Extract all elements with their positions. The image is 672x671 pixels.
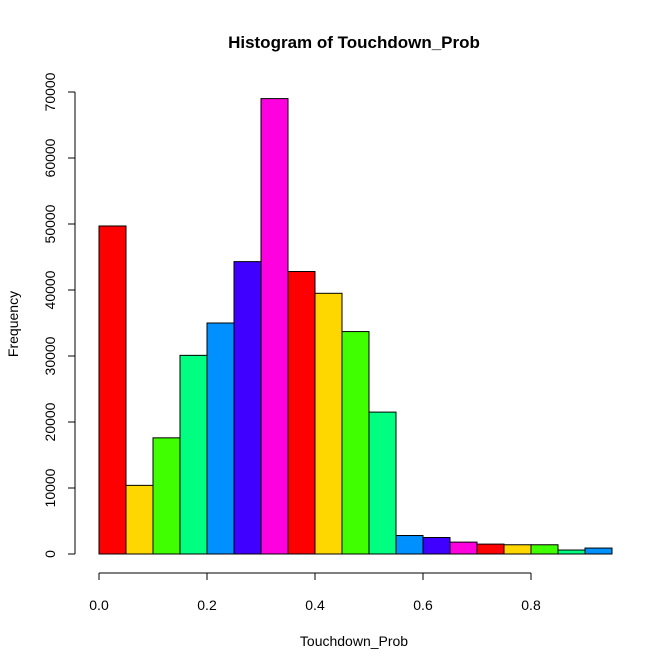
histogram-bar <box>125 484 154 555</box>
histogram-bar <box>98 225 127 555</box>
histogram-bar <box>395 535 424 555</box>
histogram-bar <box>179 354 208 555</box>
bars-group <box>98 98 613 555</box>
x-tick-label: 0.0 <box>89 597 109 613</box>
chart-title: Histogram of Touchdown_Prob <box>228 33 480 52</box>
x-tick-label: 0.2 <box>197 597 217 613</box>
histogram-bar <box>341 331 370 555</box>
x-tick-label: 0.4 <box>305 597 325 613</box>
y-axis: 0 10000 20000 30000 40000 50000 60000 70000 <box>42 72 76 558</box>
histogram-bar <box>584 547 613 555</box>
histogram-bar <box>260 98 289 555</box>
y-tick-label: 20000 <box>42 402 58 441</box>
histogram-bar <box>368 411 397 555</box>
histogram-bar <box>206 322 235 555</box>
histogram-bar <box>314 292 343 555</box>
y-tick-label: 30000 <box>42 336 58 375</box>
x-tick-label: 0.8 <box>521 597 541 613</box>
y-tick-label: 40000 <box>42 270 58 309</box>
histogram-bar <box>557 549 586 555</box>
x-tick-label: 0.6 <box>413 597 433 613</box>
x-axis: 0.0 0.2 0.4 0.6 0.8 <box>89 572 541 613</box>
y-tick-label: 0 <box>42 550 58 558</box>
histogram-bar <box>449 541 478 555</box>
histogram-bar <box>422 537 451 555</box>
histogram-bar <box>476 543 505 555</box>
histogram-bar <box>233 261 262 555</box>
histogram-bar <box>152 437 181 555</box>
y-tick-label: 70000 <box>42 72 58 111</box>
y-tick-label: 50000 <box>42 204 58 243</box>
histogram-bar <box>530 544 559 555</box>
histogram-bar <box>503 544 532 555</box>
histogram-bar <box>287 271 316 555</box>
y-tick-label: 60000 <box>42 138 58 177</box>
x-axis-label: Touchdown_Prob <box>300 633 408 649</box>
y-axis-label: Frequency <box>5 291 21 357</box>
y-tick-label: 10000 <box>42 468 58 507</box>
